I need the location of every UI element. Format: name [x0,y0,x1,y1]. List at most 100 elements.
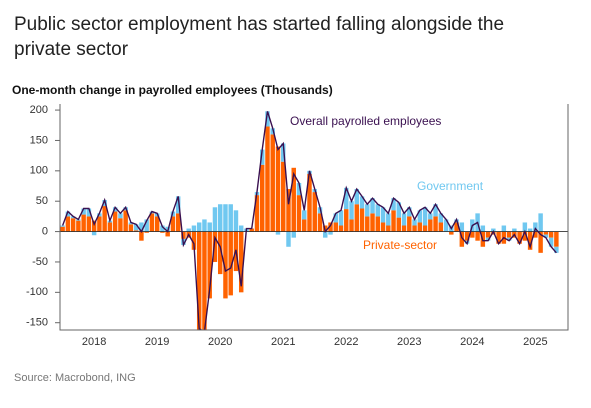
bar [65,216,71,232]
bar [217,204,223,232]
bar [312,192,317,232]
bar [81,208,86,215]
bar [386,225,391,232]
bar [223,204,228,232]
source: Source: Macrobond, ING [14,372,136,384]
title-line: Public sector employment has started fal… [14,14,504,35]
bar [317,213,323,232]
bar [270,128,275,135]
bar [191,231,197,250]
bar [438,222,444,232]
bar [254,195,260,232]
bar [449,231,454,235]
bar [91,220,97,232]
bar [186,228,191,232]
bar [333,222,338,232]
bar [175,196,181,214]
bar [144,219,149,232]
bar [102,199,107,207]
bar [249,228,254,232]
legend-label: Overall payrolled employees [290,114,441,128]
bar [401,213,407,226]
bar [133,224,139,231]
bar [338,210,344,226]
bar [139,231,144,241]
bar [165,231,170,237]
bar [443,219,449,232]
bar [60,225,65,227]
bar [359,196,365,209]
bar [375,204,381,217]
bar [118,218,123,232]
bar [291,167,296,232]
bar [233,210,239,232]
bar [428,213,433,220]
subtitle: One-month change in payrolled employees … [12,83,333,97]
bar [506,237,512,241]
legend-label: Private-sector [363,238,437,252]
bar [275,146,281,232]
bar [496,231,501,244]
x-tick-label: 2022 [334,336,358,348]
bar [149,213,155,232]
bar [196,222,202,232]
bar [522,222,528,232]
bar [270,134,275,232]
bar [302,210,307,220]
bar [323,231,328,238]
bar [217,231,223,275]
y-tick-label: 100 [30,165,48,177]
bar [407,207,412,217]
bar [359,208,365,232]
bar [238,225,244,232]
bar [260,149,265,165]
frame [59,104,569,331]
x-tick-label: 2018 [82,336,106,348]
bar [223,231,228,299]
bar [433,204,438,217]
bar [344,209,349,232]
bar [375,216,381,232]
bar [422,225,428,232]
bar [70,218,76,232]
bar [86,216,92,232]
bar [207,222,212,232]
bar [212,207,218,232]
chart-title: Public sector employment has started fal… [14,14,504,60]
bar [123,210,128,232]
bar [112,211,118,232]
bar [102,206,107,232]
bar [302,219,307,232]
bar [548,237,554,247]
bar [349,201,354,220]
legend-label: Government [417,179,484,193]
bar [128,222,134,225]
bar [470,231,475,238]
bar [281,143,286,162]
x-tick-label: 2023 [397,336,421,348]
bar [365,204,370,217]
bar [548,231,554,238]
bar [144,231,149,233]
bar [512,228,517,232]
bar [396,217,402,232]
bar [112,207,118,212]
bar [464,231,470,241]
bar [118,213,123,219]
bar [286,231,291,247]
bar [86,208,92,217]
bar [81,214,86,232]
bar [475,231,480,241]
bar [391,210,396,232]
bar [391,198,396,211]
x-tick-label: 2019 [145,336,169,348]
bar [260,164,265,232]
bar [344,187,349,210]
bar [296,195,302,232]
bar [265,126,270,232]
bar [538,213,543,232]
bar [522,231,528,241]
bar [417,210,423,223]
bar [459,231,465,247]
